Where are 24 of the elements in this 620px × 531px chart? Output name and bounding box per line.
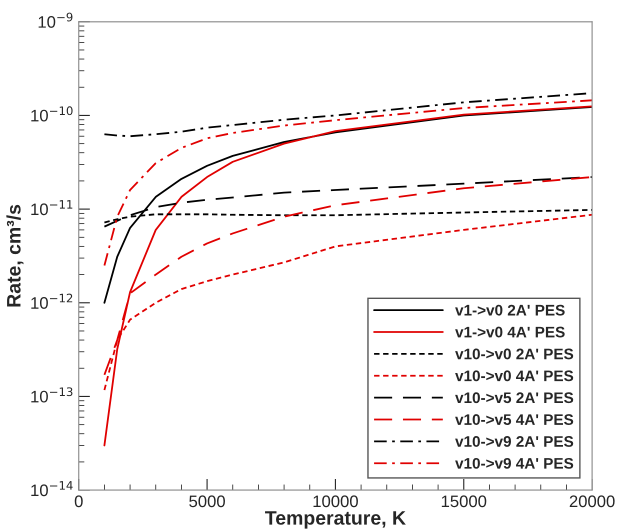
- y-tick-label: 10$^{−9}$: [38, 12, 72, 28]
- legend-label: v10->v5 4A' PES: [455, 414, 574, 425]
- legend-label: v10->v9 4A' PES: [455, 458, 574, 469]
- x-tick-label: 15000: [442, 495, 486, 508]
- line-series: [104, 99, 592, 266]
- legend-label: v1->v0 4A' PES: [455, 326, 565, 338]
- x-tick-label: 20000: [570, 495, 615, 508]
- legend-label: v10->v9 2A' PES: [455, 436, 574, 447]
- x-tick-label: 10000: [314, 495, 358, 508]
- legend-label: v10->v5 2A' PES: [455, 392, 574, 404]
- legend-label: v1->v0 2A' PES: [455, 304, 565, 316]
- y-tick-label: 10$^{−11}$: [31, 200, 72, 216]
- x-tick-label: 0: [74, 495, 83, 508]
- line-series: [104, 105, 592, 446]
- x-axis-title: Temperature, K: [265, 511, 406, 529]
- legend-label: v10->v0 2A' PES: [455, 348, 574, 360]
- line-series: [104, 106, 592, 304]
- y-tick-label: 10$^{−10}$: [31, 106, 73, 122]
- legend-label: v10->v0 4A' PES: [455, 370, 574, 382]
- x-tick-label: 5000: [189, 495, 225, 508]
- y-tick-label: 10$^{−13}$: [31, 387, 72, 403]
- y-tick-label: 10$^{−12}$: [31, 294, 72, 309]
- y-axis-title: Rate, cm³/s: [6, 204, 24, 307]
- y-tick-label: 10$^{−14}$: [31, 481, 73, 496]
